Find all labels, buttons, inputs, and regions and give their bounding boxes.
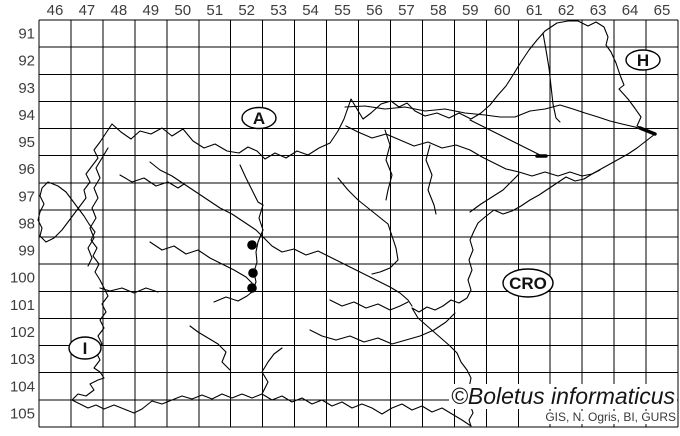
country-label-hungary: H	[625, 49, 661, 71]
col-label-51: 51	[206, 2, 223, 19]
country-ellipse-hungary	[625, 49, 661, 71]
col-label-54: 54	[302, 2, 319, 19]
river-idrijca	[149, 241, 253, 284]
country-label-croatia: CRO	[502, 268, 554, 298]
occurrence-dot-1	[247, 240, 257, 250]
row-label-104: 104	[10, 378, 35, 395]
river-ledava	[542, 32, 561, 123]
row-label-98: 98	[18, 215, 35, 232]
country-label-italy: I	[68, 336, 102, 360]
credits-text: GIS, N. Ogris, BI, GURS	[544, 410, 677, 424]
col-label-64: 64	[622, 2, 639, 19]
row-label-103: 103	[10, 351, 35, 368]
country-labels-layer: A H CRO I	[68, 49, 661, 360]
river-mirna	[329, 299, 409, 311]
river-reka	[189, 325, 231, 371]
col-label-55: 55	[334, 2, 351, 19]
col-label-49: 49	[142, 2, 159, 19]
river-sava-dolinka	[119, 174, 185, 189]
country-label-austria: A	[241, 106, 277, 130]
river-savinja	[337, 177, 399, 275]
river-kokra	[239, 164, 264, 206]
row-label-92: 92	[18, 53, 35, 70]
col-label-58: 58	[430, 2, 447, 19]
col-label-61: 61	[526, 2, 543, 19]
river-mislinja	[384, 129, 393, 201]
row-label-95: 95	[18, 134, 35, 151]
grid-tick-labels-layer: 46 47 48 49 50 51 52 53 54 55 56 57 58 59 60 61 62 63 64 65…	[10, 2, 670, 422]
row-label-102: 102	[10, 324, 35, 341]
river-sava	[149, 161, 413, 307]
row-label-91: 91	[18, 26, 35, 43]
country-letter-hungary: H	[637, 51, 649, 70]
occurrence-dots-layer	[247, 240, 258, 293]
occurrence-dot-3	[247, 283, 257, 293]
col-label-56: 56	[366, 2, 383, 19]
col-label-65: 65	[654, 2, 671, 19]
col-label-63: 63	[590, 2, 607, 19]
river-drava	[345, 125, 601, 177]
country-letter-croatia: CRO	[509, 274, 547, 293]
country-ellipse-italy	[68, 336, 102, 360]
col-label-47: 47	[79, 2, 96, 19]
river-vipava	[99, 287, 159, 294]
border-tip-mark	[638, 126, 657, 136]
col-label-50: 50	[174, 2, 191, 19]
river-krka	[309, 312, 456, 345]
country-ellipse-croatia	[502, 268, 554, 298]
col-label-60: 60	[494, 2, 511, 19]
occurrence-dot-2	[248, 268, 258, 278]
row-label-101: 101	[10, 297, 35, 314]
country-ellipse-austria	[241, 106, 277, 130]
col-label-62: 62	[558, 2, 575, 19]
river-paka	[425, 144, 437, 215]
river-kamniska-bistrica	[251, 204, 264, 293]
country-letter-italy: I	[83, 339, 88, 358]
col-label-48: 48	[111, 2, 128, 19]
watermark-text: ©Boletus informaticus	[448, 383, 677, 409]
river-pesnica	[469, 119, 541, 156]
row-label-105: 105	[10, 405, 35, 422]
grid-layer	[38, 19, 679, 428]
row-label-97: 97	[18, 188, 35, 205]
row-label-93: 93	[18, 80, 35, 97]
col-label-59: 59	[462, 2, 479, 19]
col-label-57: 57	[398, 2, 415, 19]
river-mura	[344, 104, 656, 135]
row-label-94: 94	[18, 107, 35, 124]
row-label-100: 100	[10, 270, 35, 287]
col-label-46: 46	[47, 2, 64, 19]
slovenia-map-layer	[37, 20, 657, 427]
river-cabranka	[261, 347, 283, 395]
river-soca	[87, 147, 109, 267]
slovenia-border-outline	[37, 20, 656, 427]
col-label-52: 52	[238, 2, 255, 19]
river-dravinja	[469, 173, 520, 213]
river-ljubljanica	[213, 291, 253, 303]
col-label-53: 53	[270, 2, 287, 19]
country-letter-austria: A	[253, 109, 265, 128]
row-label-96: 96	[18, 161, 35, 178]
row-label-99: 99	[18, 243, 35, 260]
